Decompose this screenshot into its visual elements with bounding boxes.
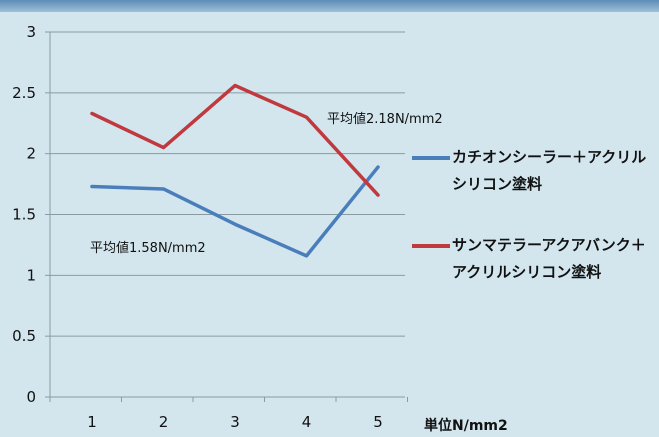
- grid-lines: [50, 31, 405, 337]
- legend-swatch-series-2: [412, 244, 450, 248]
- x-tick-labels: 1 2 3 4 5: [87, 413, 383, 431]
- y-tick-label: 1.5: [12, 206, 36, 224]
- series-line-2: [90, 83, 380, 197]
- y-tick-label: 2: [26, 145, 36, 163]
- axes: [45, 31, 408, 402]
- x-tick-label: 5: [373, 413, 383, 431]
- x-tick-label: 2: [159, 413, 169, 431]
- y-tick-label: 0: [26, 388, 36, 406]
- legend-label-series-2: サンマテラーアクアバンク＋アクリルシリコン塗料: [452, 236, 646, 281]
- y-tick-label: 1: [26, 266, 36, 284]
- series-lines: [90, 83, 380, 258]
- x-tick-label: 3: [230, 413, 240, 431]
- legend-label-series-1: カチオンシーラー＋アクリルシリコン塗料: [452, 148, 647, 193]
- y-tick-label: 3: [26, 23, 36, 41]
- y-tick-labels: 0 0.5 1 1.5 2 2.5 3: [12, 23, 36, 406]
- y-tick-label: 0.5: [12, 327, 36, 345]
- legend-swatch-series-1: [412, 156, 450, 160]
- y-tick-label: 2.5: [12, 84, 36, 102]
- top-band: [0, 0, 659, 12]
- x-tick-label: 1: [87, 413, 97, 431]
- annotation-average-series-1: 平均値1.58N/mm2: [90, 240, 206, 256]
- annotation-average-series-2: 平均値2.18N/mm2: [327, 111, 443, 127]
- unit-label: 単位N/mm2: [424, 417, 508, 434]
- x-tick-label: 4: [302, 413, 312, 431]
